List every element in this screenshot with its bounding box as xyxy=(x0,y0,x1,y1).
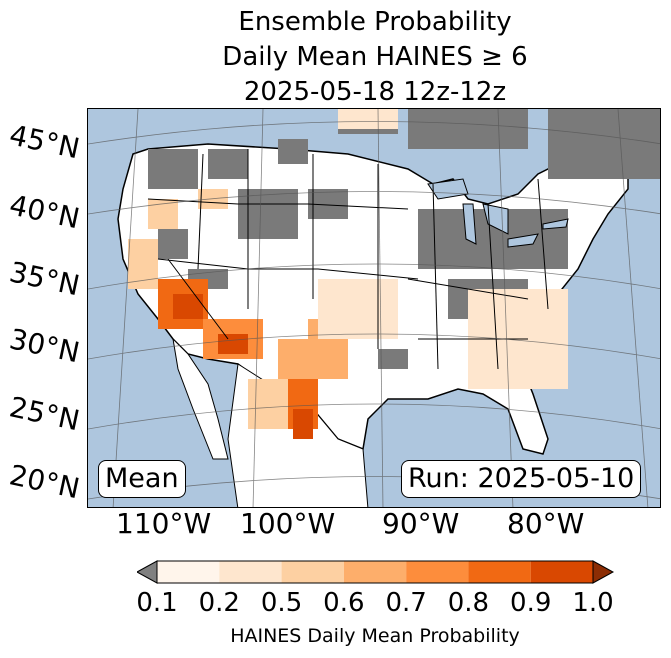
chart-title-line-2: Daily Mean HAINES ≥ 6 xyxy=(222,42,528,72)
colorbar xyxy=(137,560,615,584)
colorbar-tick-label: 0.9 xyxy=(510,588,552,618)
lat-label-25n: 25°N xyxy=(6,390,83,438)
probability-cells xyxy=(128,109,568,439)
colorbar-label: HAINES Daily Mean Probability xyxy=(230,625,520,647)
colorbar-cell xyxy=(219,561,282,583)
lat-label-40n: 40°N xyxy=(6,188,83,236)
colorbar-tick-label: 0.7 xyxy=(385,588,427,618)
colorbar-tick-label: 0.6 xyxy=(323,588,365,618)
colorbar-cell xyxy=(281,561,344,583)
lat-label-35n: 35°N xyxy=(6,255,83,303)
colorbar-tick-label: 0.1 xyxy=(136,588,178,618)
lat-label-20n: 20°N xyxy=(6,458,83,506)
colorbar-cell xyxy=(468,561,531,583)
lon-label-90w: 90°W xyxy=(382,507,460,540)
colorbar-cell xyxy=(530,561,593,583)
colorbar-cell xyxy=(157,561,220,583)
stat-label-box: Mean xyxy=(98,460,186,498)
lon-label-110w: 110°W xyxy=(116,507,212,540)
lon-label-80w: 80°W xyxy=(507,507,585,540)
probability-map xyxy=(87,108,661,508)
lat-label-30n: 30°N xyxy=(6,322,83,370)
colorbar-cells xyxy=(157,561,593,583)
colorbar-tick-label: 0.8 xyxy=(447,588,490,618)
state-borders xyxy=(147,149,549,370)
lon-label-100w: 100°W xyxy=(240,507,336,540)
colorbar-tick-label: 1.0 xyxy=(572,588,614,618)
map-canvas xyxy=(88,109,660,507)
chart-title-date: 2025-05-18 12z-12z xyxy=(243,77,507,107)
colorbar-over-arrow xyxy=(592,560,615,584)
lat-label-45n: 45°N xyxy=(6,118,83,166)
colorbar-tick-label: 0.2 xyxy=(198,588,240,618)
colorbar-tick-label: 0.5 xyxy=(260,588,303,618)
colorbar-under-arrow xyxy=(137,560,158,584)
chart-title-line-1: Ensemble Probability xyxy=(238,7,512,37)
run-date-box: Run: 2025-05-10 xyxy=(401,460,642,498)
colorbar-cell xyxy=(343,561,407,583)
baja-peninsula xyxy=(172,337,229,460)
colorbar-cell xyxy=(406,561,469,583)
